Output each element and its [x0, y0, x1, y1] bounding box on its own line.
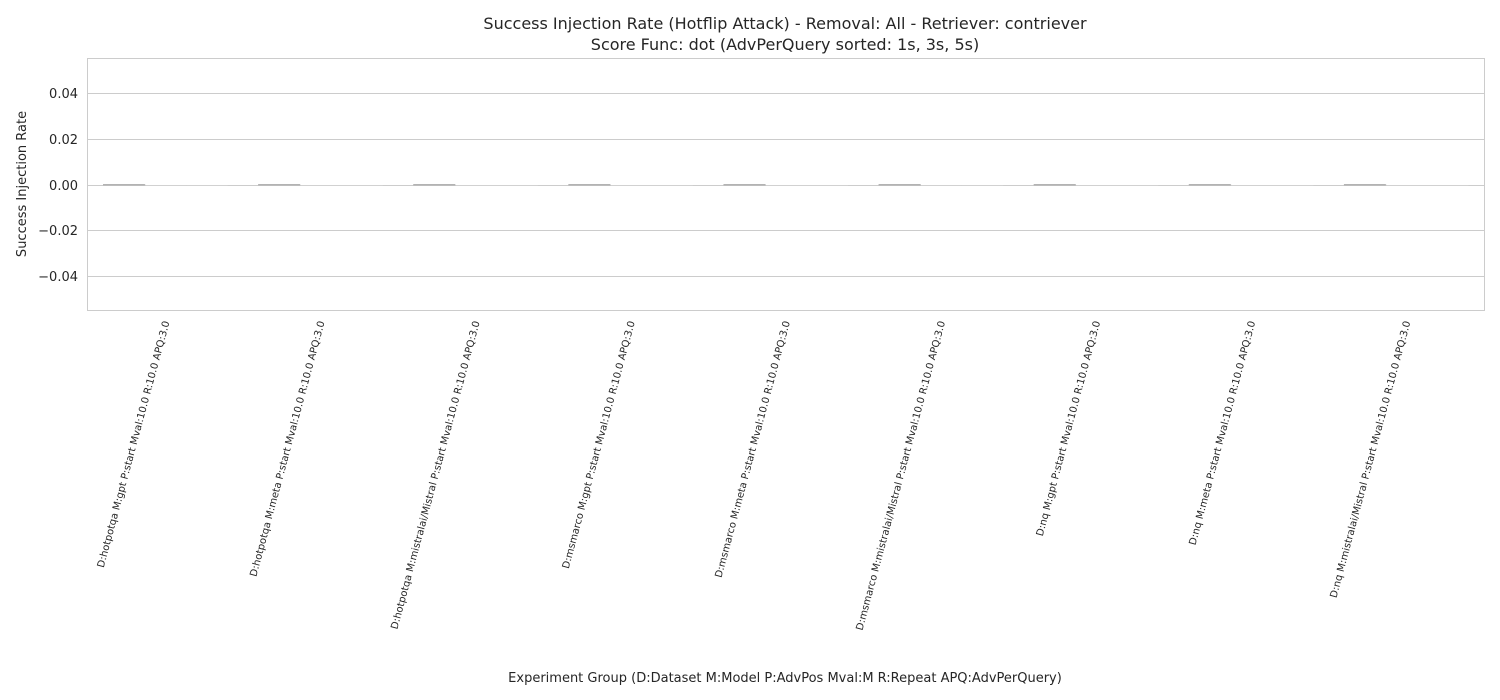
x-tick-label: D:nq M:meta P:start Mval:10.0 R:10.0 APQ… [1188, 320, 1259, 547]
x-tick-label: D:nq M:gpt P:start Mval:10.0 R:10.0 APQ:… [1035, 320, 1103, 538]
bar [878, 184, 921, 186]
bar [299, 184, 342, 186]
x-tick-label: D:nq M:mistralai/Mistral P:start Mval:10… [1329, 320, 1414, 599]
y-tick-label: 0.02 [49, 133, 78, 148]
bar [103, 184, 146, 186]
bar [961, 184, 1004, 186]
bar [258, 184, 301, 186]
chart-title: Success Injection Rate (Hotflip Attack) … [483, 14, 1087, 33]
bars-layer [103, 184, 1469, 186]
y-tick-label: 0.00 [49, 179, 78, 194]
chart-subtitle: Score Func: dot (AdvPerQuery sorted: 1s,… [591, 35, 979, 54]
x-axis-label: Experiment Group (D:Dataset M:Model P:Ad… [508, 671, 1062, 686]
bar [1343, 184, 1387, 186]
y-tick-labels: 0.04 0.02 0.00 −0.02 −0.04 [38, 87, 78, 285]
bar [1230, 184, 1273, 186]
y-axis-label: Success Injection Rate [15, 111, 30, 257]
bar [1272, 184, 1314, 186]
bar [496, 184, 538, 186]
x-tick-label: D:msmarco M:gpt P:start Mval:10.0 R:10.0… [561, 320, 638, 570]
bar [186, 184, 228, 186]
bar [1075, 184, 1117, 186]
grid-layer [88, 93, 1484, 277]
x-tick-labels: D:hotpotqa M:gpt P:start Mval:10.0 R:10.… [96, 320, 1413, 632]
bar [610, 184, 652, 186]
bar [723, 184, 766, 186]
x-tick-label: D:hotpotqa M:meta P:start Mval:10.0 R:10… [249, 320, 328, 578]
bar [1116, 184, 1159, 186]
bar [341, 184, 383, 186]
y-tick-label: 0.04 [49, 87, 78, 102]
bar [920, 184, 962, 186]
x-tick-label: D:hotpotqa M:mistralai/Mistral P:start M… [390, 320, 483, 631]
y-tick-label: −0.04 [38, 270, 78, 285]
bar [455, 184, 497, 186]
bar [568, 184, 611, 186]
y-tick-label: −0.02 [38, 224, 78, 239]
x-tick-label: D:hotpotqa M:gpt P:start Mval:10.0 R:10.… [96, 320, 173, 569]
bar [651, 184, 693, 186]
bar [1385, 184, 1428, 186]
bar [806, 184, 849, 186]
bar [144, 184, 187, 186]
plot-frame [87, 58, 1485, 311]
bar [1033, 184, 1077, 186]
bar [1427, 184, 1469, 186]
x-tick-label: D:msmarco M:mistralai/Mistral P:start Mv… [855, 320, 948, 632]
bar [765, 184, 807, 186]
bar [413, 184, 456, 186]
bar [1188, 184, 1232, 186]
x-tick-label: D:msmarco M:meta P:start Mval:10.0 R:10.… [714, 320, 793, 579]
